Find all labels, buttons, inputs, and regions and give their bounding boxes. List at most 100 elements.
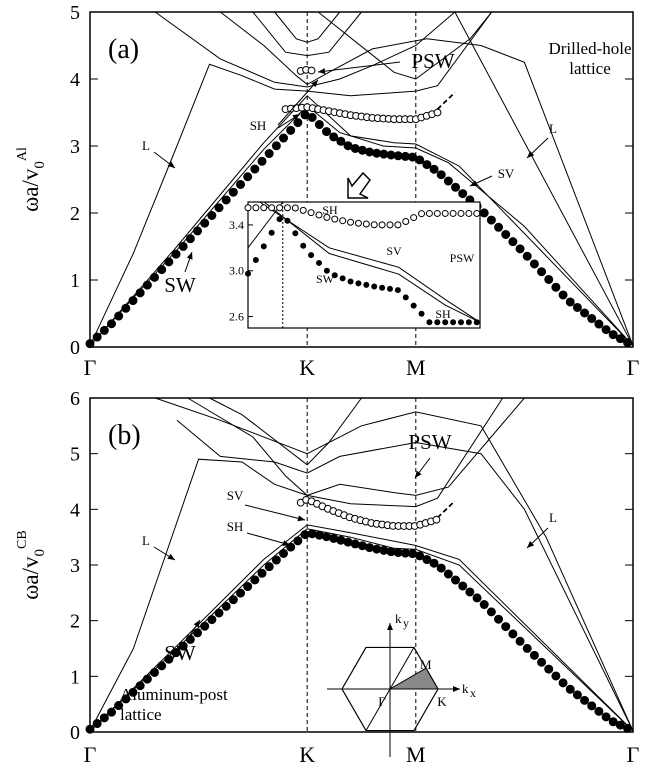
panel-a-label: (a) <box>108 34 139 65</box>
panel-a-sw-marker <box>128 296 138 306</box>
panel-b-sw-marker <box>587 701 597 711</box>
panel-a-dispersion-curve <box>89 11 493 346</box>
inset-sw-marker <box>371 283 378 290</box>
inset-sw-marker <box>402 294 409 301</box>
panel-b-sw-marker <box>594 706 604 716</box>
panel-b-dispersion-curve <box>89 524 634 732</box>
inset-psw-marker <box>465 209 473 217</box>
panel-b-dispersion-curve <box>209 397 362 466</box>
panel-b-annotation-l-right: L <box>549 510 557 525</box>
panel-b-xtick-label: Γ <box>84 742 97 767</box>
panel-b-sw-marker <box>465 587 475 597</box>
panel-b-label: (b) <box>108 420 141 451</box>
inset-psw-marker <box>386 221 394 229</box>
panel-a-sw-marker <box>257 156 267 166</box>
panel-a-sw-marker <box>228 187 238 197</box>
inset-sw-marker <box>426 319 433 326</box>
panel-a-sw-marker <box>329 132 339 142</box>
panel-b-sw-marker <box>429 558 439 568</box>
inset-psw-marker <box>315 211 323 219</box>
panel-a-l-right-arrow-head <box>527 151 535 158</box>
inset-label-psw: PSW <box>450 251 475 265</box>
panel-b-sw-marker <box>114 701 124 711</box>
inset-ytick-label: 3.0 <box>229 264 244 278</box>
panel-b-sw-marker <box>494 614 504 624</box>
panel-b-annotation-psw: PSW <box>408 430 451 454</box>
panel-a-note-line: Drilled-hole <box>548 39 631 58</box>
inset-sw-marker <box>323 267 330 274</box>
inset-psw-marker <box>283 204 291 212</box>
panel-a-sw-marker <box>150 272 160 282</box>
panel-a-sw-marker <box>185 234 195 244</box>
panel-a-dispersion-curve <box>252 11 362 57</box>
panel-a-ylabel-text: ωa/v0Al <box>15 147 48 212</box>
panel-a-sw-marker <box>486 215 496 225</box>
panel-b-ytick-label: 3 <box>70 555 80 577</box>
inset-sw-marker <box>394 287 401 294</box>
panel-a-sw-marker <box>580 308 590 318</box>
panel-a-sw-marker <box>164 257 174 267</box>
bz-ky-label: k <box>395 611 402 626</box>
panel-b-sw-marker <box>221 601 231 611</box>
panel-a-sw-marker <box>214 203 224 213</box>
panel-a-sw-marker <box>451 182 461 192</box>
panel-a-ytick-label: 0 <box>70 337 80 359</box>
panel-b-sw-marker <box>551 671 561 681</box>
inset-psw-marker <box>370 221 378 229</box>
inset-psw-marker <box>268 204 276 212</box>
inset-psw-marker <box>252 204 260 212</box>
inset-psw-marker <box>410 214 418 222</box>
inset-psw-marker <box>323 213 331 221</box>
panel-a-annotation-sh: SH <box>250 118 267 133</box>
panel-b-sw-marker <box>379 545 389 555</box>
panel-a-note-line: lattice <box>569 59 611 78</box>
panel-a-xtick-label: Γ <box>627 355 640 380</box>
inset-sw-marker <box>465 319 472 326</box>
bz-k-label: K <box>437 694 447 709</box>
panel-b-xtick-label: K <box>299 742 315 767</box>
panel-a-sw-marker <box>286 125 296 135</box>
panel-b-ytick-label: 5 <box>70 444 80 466</box>
panel-b-sw-marker <box>522 643 532 653</box>
panel-a-sw-marker <box>572 302 582 312</box>
panel-a-ytick-label: 2 <box>70 203 80 225</box>
panel-b-sw-marker <box>99 713 109 723</box>
panel-a-sw-marker <box>365 147 375 157</box>
panel-b-sw-marker <box>436 563 446 573</box>
bz-ky-axis-head <box>387 623 393 630</box>
inset-sw-marker <box>363 281 370 288</box>
panel-b-sw-marker <box>92 719 102 729</box>
panel-b-dispersion-curve <box>155 397 634 732</box>
panel-a-sw-marker <box>422 160 432 170</box>
inset-sw-marker <box>379 284 386 291</box>
panel-a-sw-marker <box>207 210 217 220</box>
panel-b-sw-marker <box>458 581 468 591</box>
panel-b-ylabel: ωa/v0CB <box>15 530 48 599</box>
panel-a-sw-marker <box>200 218 210 228</box>
panel-b-sw-marker <box>422 555 432 565</box>
panel-b-xtick-label: Γ <box>627 742 640 767</box>
panel-b-sh-arrow-head <box>282 540 290 547</box>
panel-a-xtick-label: M <box>406 355 426 380</box>
panel-b-dispersion-curve <box>89 528 634 732</box>
panel-b-sw-marker <box>515 636 525 646</box>
inset-sw-marker <box>450 319 457 326</box>
inset-sw-marker <box>276 216 283 223</box>
panel-b-sw-marker <box>193 628 203 638</box>
panel-b-sw-marker <box>558 678 568 688</box>
inset-sw-marker <box>457 319 464 326</box>
inset-psw-marker <box>402 217 410 225</box>
inset-sw-marker <box>268 229 275 236</box>
inset-sw-marker <box>339 275 346 282</box>
panel-a-sw-marker <box>615 334 625 344</box>
panel-b-sh-arrow <box>246 532 291 546</box>
panel-a-dispersion-curve <box>274 11 341 43</box>
panel-a-sw-marker <box>443 176 453 186</box>
panel-a-annotation-psw: PSW <box>411 49 454 73</box>
panel-b-sw-marker <box>365 543 375 553</box>
inset-sw-marker <box>308 252 315 259</box>
panel-b-sw-marker <box>572 690 582 700</box>
inset-sw-marker <box>386 285 393 292</box>
panel-a-sw-marker <box>157 265 167 275</box>
